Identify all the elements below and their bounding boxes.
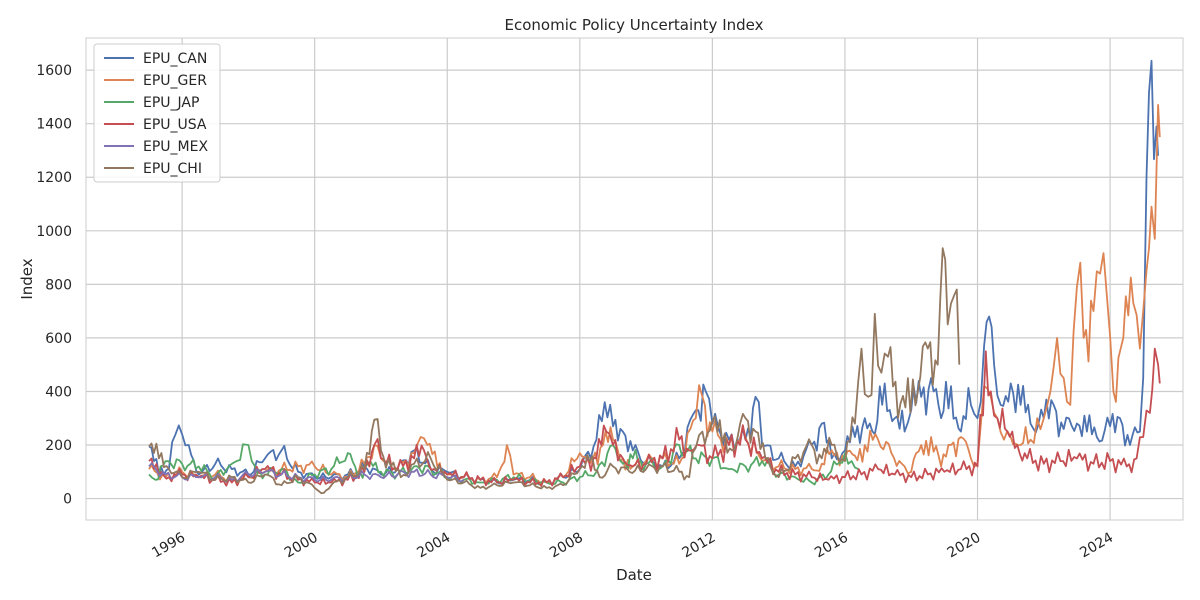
legend-label: EPU_CAN bbox=[143, 51, 207, 67]
plot-frame bbox=[85, 37, 1184, 521]
y-tick-label: 800 bbox=[45, 277, 72, 293]
plot-background bbox=[86, 38, 1183, 520]
y-tick-label: 1000 bbox=[36, 224, 72, 240]
x-tick-label: 2004 bbox=[414, 530, 453, 562]
series-line-epu-mex bbox=[148, 462, 465, 483]
y-tick-label: 1600 bbox=[36, 63, 72, 79]
x-axis-title: Date bbox=[616, 566, 652, 584]
x-tick-label: 1996 bbox=[149, 530, 188, 562]
series-line-epu-usa bbox=[148, 347, 1161, 487]
x-tick-label: 2012 bbox=[680, 530, 719, 562]
legend-label: EPU_JAP bbox=[143, 95, 199, 111]
x-tick-label: 2000 bbox=[282, 530, 321, 562]
y-tick-label: 1400 bbox=[36, 117, 72, 133]
y-tick-label: 400 bbox=[45, 384, 72, 400]
series-lines bbox=[148, 59, 1161, 495]
series-line-epu-chi bbox=[148, 247, 961, 495]
legend-entries: EPU_CAN EPU_GER EPU_JAP EPU_USA EPU_MEX EPU_C… bbox=[104, 51, 208, 177]
x-tick-label: 2016 bbox=[812, 530, 851, 562]
legend-label: EPU_CHI bbox=[143, 161, 202, 177]
y-tick-label: 200 bbox=[45, 438, 72, 454]
legend-label: EPU_GER bbox=[143, 73, 207, 89]
x-tick-labels: 1996 2000 2004 2008 2012 2016 2020 2024 bbox=[149, 530, 1116, 562]
x-tick-label: 2024 bbox=[1077, 530, 1116, 562]
x-tick-label: 2020 bbox=[945, 530, 984, 562]
legend: EPU_CAN EPU_GER EPU_JAP EPU_USA EPU_MEX EPU_C… bbox=[93, 43, 221, 183]
y-tick-label: 1200 bbox=[36, 170, 72, 186]
y-tick-labels: 0 200 400 600 800 1000 1200 1400 1600 bbox=[36, 63, 72, 507]
y-tick-label: 0 bbox=[63, 492, 72, 508]
x-tick-label: 2008 bbox=[547, 530, 586, 562]
legend-label: EPU_USA bbox=[143, 117, 207, 133]
legend-box bbox=[93, 43, 221, 183]
y-tick-label: 600 bbox=[45, 331, 72, 347]
legend-label: EPU_MEX bbox=[143, 139, 208, 155]
y-axis-title: Index bbox=[18, 258, 36, 299]
chart-title: Economic Policy Uncertainty Index bbox=[505, 16, 764, 34]
series-line-epu-can bbox=[148, 59, 1159, 485]
